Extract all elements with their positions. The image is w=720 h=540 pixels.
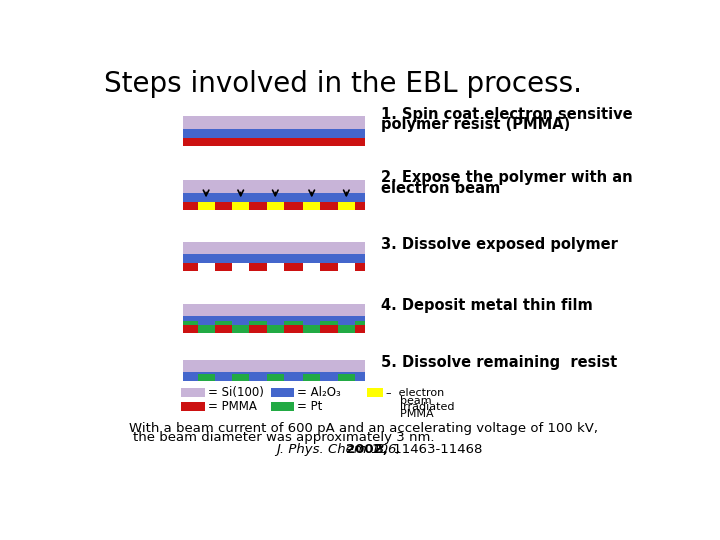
Bar: [271, 388, 294, 397]
Text: 106,: 106,: [367, 443, 401, 456]
Bar: [183, 360, 365, 372]
Text: 11463-11468: 11463-11468: [389, 443, 482, 456]
Bar: [284, 325, 303, 333]
Bar: [320, 264, 338, 271]
Bar: [267, 374, 284, 381]
Text: 3. Dissolve exposed polymer: 3. Dissolve exposed polymer: [381, 237, 618, 252]
Bar: [183, 254, 365, 264]
Text: 5. Dissolve remaining  resist: 5. Dissolve remaining resist: [381, 355, 617, 369]
Bar: [267, 325, 284, 333]
Text: polymer resist (PMMA): polymer resist (PMMA): [381, 117, 570, 132]
Bar: [284, 264, 303, 271]
Bar: [183, 264, 197, 271]
Text: J. Phys. Chem. B: J. Phys. Chem. B: [276, 443, 389, 456]
Bar: [320, 325, 338, 333]
Text: With a beam current of 600 pA and an accelerating voltage of 100 kV,: With a beam current of 600 pA and an acc…: [129, 422, 598, 435]
Bar: [181, 388, 204, 397]
Text: = Al₂O₃: = Al₂O₃: [297, 386, 341, 399]
Bar: [338, 374, 355, 381]
Bar: [183, 138, 365, 146]
Bar: [232, 325, 249, 333]
Bar: [284, 321, 303, 325]
Text: the beam diameter was approximately 3 nm.: the beam diameter was approximately 3 nm…: [132, 431, 434, 444]
Bar: [197, 374, 215, 381]
Bar: [303, 325, 320, 333]
Bar: [338, 325, 355, 333]
Bar: [267, 202, 284, 210]
Bar: [320, 321, 338, 325]
Bar: [249, 325, 267, 333]
Bar: [183, 129, 365, 138]
Bar: [183, 180, 365, 193]
Bar: [355, 264, 365, 271]
Bar: [338, 202, 355, 210]
Text: 4. Deposit metal thin film: 4. Deposit metal thin film: [381, 298, 593, 313]
Bar: [355, 321, 365, 325]
Text: beam: beam: [386, 395, 432, 406]
Bar: [215, 325, 232, 333]
Bar: [183, 303, 365, 316]
Bar: [232, 202, 249, 210]
Bar: [271, 402, 294, 411]
Text: 2002,: 2002,: [346, 443, 387, 456]
Bar: [183, 242, 365, 254]
Text: PMMA: PMMA: [386, 409, 433, 420]
Text: Steps involved in the EBL process.: Steps involved in the EBL process.: [104, 70, 582, 98]
Bar: [183, 202, 365, 210]
Bar: [367, 388, 383, 397]
Bar: [215, 264, 232, 271]
Bar: [249, 321, 267, 325]
Bar: [183, 372, 365, 381]
Text: irradiated: irradiated: [386, 402, 454, 413]
Bar: [183, 321, 197, 325]
Bar: [355, 325, 365, 333]
Bar: [249, 264, 267, 271]
Bar: [183, 316, 365, 325]
Text: = PMMA: = PMMA: [208, 400, 256, 413]
Bar: [303, 202, 320, 210]
Bar: [303, 374, 320, 381]
Bar: [183, 325, 197, 333]
Bar: [183, 117, 365, 129]
Text: = Si(100): = Si(100): [208, 386, 264, 399]
Bar: [215, 321, 232, 325]
Bar: [197, 202, 215, 210]
Text: 2. Expose the polymer with an: 2. Expose the polymer with an: [381, 171, 632, 186]
Bar: [232, 374, 249, 381]
Text: –  electron: – electron: [386, 388, 444, 398]
Text: electron beam: electron beam: [381, 181, 500, 196]
Bar: [183, 193, 365, 202]
Text: 1. Spin coat electron sensitive: 1. Spin coat electron sensitive: [381, 106, 632, 122]
Text: = Pt: = Pt: [297, 400, 323, 413]
Bar: [181, 402, 204, 411]
Bar: [197, 325, 215, 333]
